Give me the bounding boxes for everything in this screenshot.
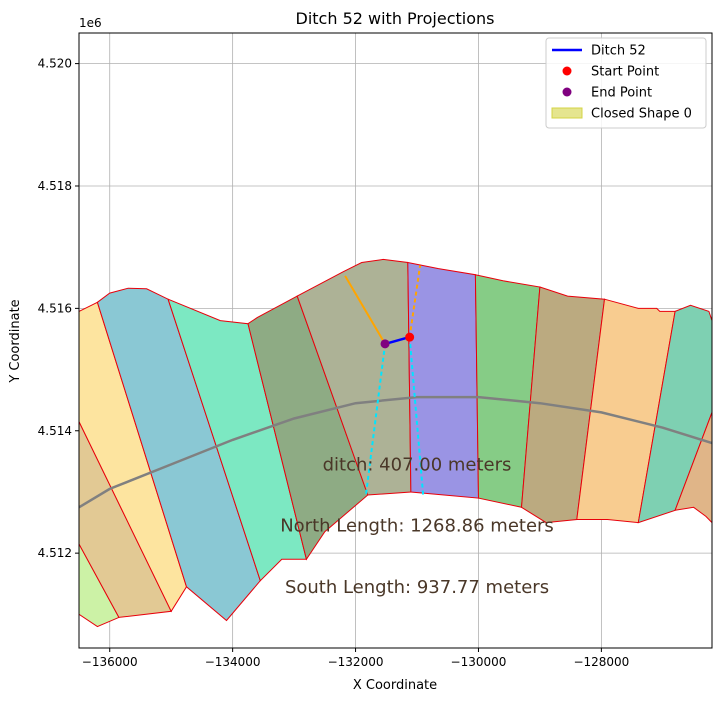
legend-label: Ditch 52: [591, 44, 646, 59]
legend-box: [545, 37, 707, 129]
closed-shape: [296, 258, 412, 496]
closed-shape: [637, 304, 712, 524]
end-point: [380, 339, 390, 349]
annotation: ditch: 407.00 meters: [323, 455, 512, 476]
projection-line: [408, 265, 422, 338]
annotation: South Length: 937.77 meters: [285, 577, 549, 598]
y-tick-label: 4.520: [38, 57, 72, 71]
projection-line: [344, 275, 386, 345]
y-tick-label: 4.518: [38, 179, 72, 193]
legend-point-swatch: [562, 66, 572, 76]
legend: Ditch 52 Start Point End Point Closed Shape…: [545, 37, 707, 129]
y-tick-label: 4.512: [38, 546, 72, 560]
annotations-layer: ditch: 407.00 meters North Length: 1268.8…: [280, 455, 554, 598]
x-tick-label: −134000: [205, 655, 261, 669]
projection-line: [365, 343, 387, 495]
legend-label: Start Point: [591, 65, 659, 80]
x-axis-label: X Coordinate: [353, 678, 437, 693]
x-tick-label: −130000: [451, 655, 507, 669]
annotation: North Length: 1268.86 meters: [280, 516, 554, 537]
ticks-layer: −136000 −134000 −132000 −130000 −128000 4.512…: [38, 57, 630, 669]
chart-title: Ditch 52 with Projections: [296, 9, 495, 28]
x-tick-label: −136000: [82, 655, 138, 669]
plot-area: [79, 258, 712, 628]
centerline: [79, 395, 712, 509]
x-tick-label: −128000: [573, 655, 629, 669]
y-offset-label: 1e6: [79, 16, 102, 30]
legend-point-swatch: [562, 87, 572, 97]
points-layer: [380, 332, 415, 349]
x-tick-label: −132000: [328, 655, 384, 669]
y-tick-label: 4.514: [38, 424, 72, 438]
legend-patch-swatch: [551, 107, 583, 119]
start-point: [405, 332, 415, 342]
legend-label: Closed Shape 0: [591, 107, 692, 122]
legend-label: End Point: [591, 86, 652, 101]
projection-line: [408, 337, 425, 496]
y-axis-label: Y Coordinate: [8, 299, 23, 383]
axes-frame: [78, 32, 713, 649]
legend-items: Ditch 52 Start Point End Point Closed Shape…: [551, 44, 692, 122]
y-tick-label: 4.516: [38, 301, 72, 315]
polygons-layer: [79, 258, 712, 628]
